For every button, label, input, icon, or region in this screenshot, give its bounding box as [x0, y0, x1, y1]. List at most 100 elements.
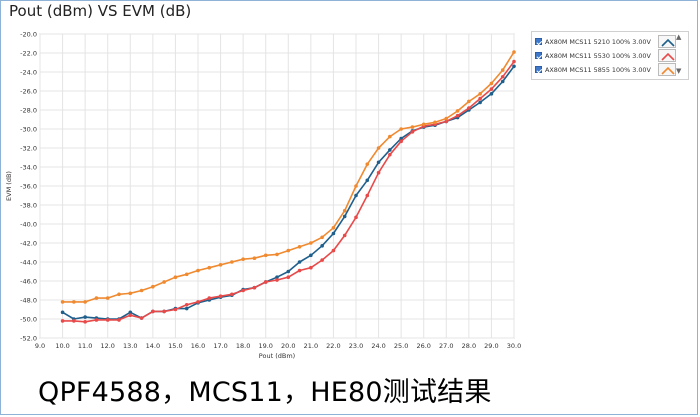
- legend: AX80M MCS11 5210 100% 3.00V AX80M MCS11 …: [531, 31, 689, 80]
- data-point: [297, 260, 302, 264]
- scroll-up-icon[interactable]: ▲: [676, 33, 682, 41]
- data-point: [467, 106, 471, 110]
- data-point: [117, 292, 121, 297]
- data-point: [139, 288, 144, 293]
- data-point: [455, 109, 460, 113]
- data-point: [489, 81, 494, 86]
- data-point: [478, 96, 482, 101]
- data-point: [297, 268, 302, 273]
- x-tick-label: 11.0: [78, 342, 92, 350]
- legend-checkbox-5530[interactable]: [535, 52, 542, 59]
- data-point: [196, 300, 200, 304]
- y-tick-label: -42.0: [20, 239, 37, 247]
- legend-scrollbar[interactable]: ▲ ▼: [676, 33, 684, 75]
- data-point: [263, 253, 268, 258]
- data-point: [376, 160, 381, 165]
- data-point: [365, 178, 370, 183]
- y-tick-label: -50.0: [20, 315, 37, 323]
- data-point: [467, 99, 471, 104]
- y-tick-label: -44.0: [20, 258, 37, 266]
- legend-label-5530: AX80M MCS11 5530 100% 3.00V: [545, 52, 651, 60]
- y-tick-label: -22.0: [20, 49, 37, 57]
- scroll-down-icon[interactable]: ▼: [676, 67, 682, 75]
- x-tick-label: 12.0: [100, 342, 114, 350]
- data-point: [218, 263, 223, 267]
- legend-checkbox-5210[interactable]: [535, 38, 542, 45]
- legend-item-5210[interactable]: AX80M MCS11 5210 100% 3.00V: [532, 35, 688, 49]
- data-point: [151, 284, 155, 289]
- data-point: [342, 214, 347, 219]
- data-point: [94, 318, 99, 322]
- data-point: [309, 265, 313, 270]
- data-point: [342, 233, 347, 238]
- data-point: [388, 152, 392, 157]
- x-tick-label: 16.0: [191, 342, 205, 350]
- data-point: [60, 310, 65, 315]
- x-tick-label: 24.0: [371, 342, 385, 350]
- y-tick-label: -38.0: [20, 201, 37, 209]
- data-point: [444, 119, 449, 124]
- legend-checkbox-5855[interactable]: [535, 66, 542, 73]
- x-tick-label: 17.0: [213, 342, 227, 350]
- legend-label-5855: AX80M MCS11 5855 100% 3.00V: [545, 66, 651, 74]
- data-point: [117, 318, 121, 322]
- data-point: [83, 300, 87, 304]
- data-point: [478, 100, 482, 105]
- data-point: [331, 248, 336, 253]
- data-point: [376, 146, 381, 150]
- x-tick-label: 15.0: [168, 342, 182, 350]
- data-point: [230, 292, 234, 297]
- data-point: [252, 256, 257, 261]
- legend-item-5530[interactable]: AX80M MCS11 5530 100% 3.00V: [532, 49, 688, 63]
- x-tick-label: 23.0: [349, 342, 363, 350]
- x-tick-label: 10.0: [55, 342, 69, 350]
- data-point: [196, 268, 200, 273]
- y-tick-label: -40.0: [20, 220, 37, 228]
- data-point: [399, 139, 403, 144]
- data-point: [60, 300, 65, 304]
- x-tick-label: 9.0: [35, 342, 45, 350]
- x-axis-label: Pout (dBm): [259, 352, 295, 360]
- data-point: [421, 122, 426, 127]
- data-point: [151, 309, 155, 314]
- data-point: [207, 296, 212, 300]
- y-tick-label: -20.0: [20, 30, 37, 38]
- x-tick-label: 20.0: [281, 342, 295, 350]
- chart-title: Pout (dBm) VS EVM (dB): [9, 2, 192, 20]
- x-tick-label: 13.0: [123, 342, 137, 350]
- data-point: [410, 130, 415, 134]
- data-point: [286, 269, 291, 274]
- data-point: [478, 92, 482, 96]
- legend-swatch-5855: [658, 63, 676, 76]
- data-point: [512, 64, 516, 69]
- data-point: [489, 87, 494, 91]
- data-point: [320, 258, 324, 262]
- y-tick-label: -30.0: [20, 125, 37, 133]
- legend-item-5855[interactable]: AX80M MCS11 5855 100% 3.00V: [532, 63, 688, 77]
- data-point: [309, 253, 313, 258]
- x-tick-label: 21.0: [304, 342, 318, 350]
- data-point: [94, 296, 99, 300]
- data-point: [241, 257, 245, 261]
- data-point: [365, 162, 370, 166]
- data-point: [365, 193, 370, 198]
- data-point: [455, 113, 460, 118]
- data-point: [433, 120, 437, 125]
- legend-swatch-5530: [658, 49, 676, 62]
- data-point: [354, 193, 358, 198]
- data-point: [83, 315, 87, 319]
- x-tick-label: 27.0: [439, 342, 453, 350]
- data-point: [275, 252, 279, 257]
- data-point: [500, 79, 505, 84]
- legend-swatch-5210: [658, 35, 676, 48]
- y-tick-label: -32.0: [20, 144, 37, 152]
- data-point: [275, 278, 279, 282]
- data-point: [388, 134, 392, 139]
- data-point: [162, 309, 166, 314]
- x-tick-label: 28.0: [462, 342, 476, 350]
- data-point: [512, 50, 516, 54]
- data-point: [489, 92, 494, 96]
- data-point: [241, 288, 245, 293]
